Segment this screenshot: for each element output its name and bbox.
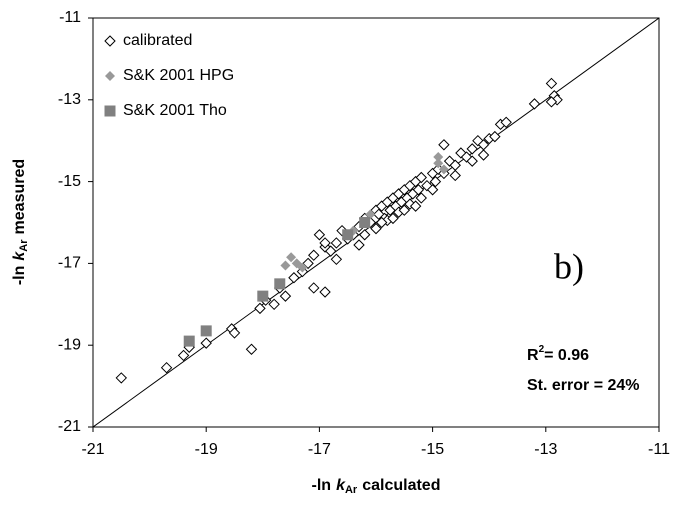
point: [274, 278, 286, 290]
point: [160, 361, 173, 374]
legend-label: S&K 2001 HPG: [123, 67, 234, 84]
x-title-suffix: calculated: [362, 477, 440, 494]
plot-area: [93, 18, 659, 427]
point: [313, 229, 326, 241]
x-tick-label: -17: [308, 441, 331, 458]
point: [319, 237, 331, 249]
point: [426, 184, 439, 196]
point: [365, 209, 376, 220]
y-title-prefix: -ln: [11, 266, 28, 286]
legend-label: calibrated: [123, 32, 192, 49]
point: [433, 158, 444, 169]
point: [466, 155, 478, 167]
point: [415, 171, 427, 184]
r2-sup: 2: [539, 344, 545, 355]
legend-marker: [104, 105, 116, 117]
point: [297, 262, 308, 273]
plot-frame: [92, 17, 660, 428]
point: [245, 343, 258, 355]
point: [254, 302, 266, 315]
point: [330, 237, 343, 249]
point: [330, 253, 343, 266]
point: [433, 152, 444, 163]
point: [200, 337, 212, 349]
point: [545, 96, 558, 108]
point: [375, 216, 388, 229]
point: [279, 290, 292, 302]
point: [409, 200, 422, 212]
point: [438, 139, 450, 151]
point: [325, 245, 337, 257]
point: [358, 229, 371, 241]
x-tick-label: -13: [534, 441, 557, 458]
point: [438, 164, 449, 175]
point: [286, 252, 297, 263]
point: [353, 239, 365, 251]
y-title-var: k: [11, 251, 28, 261]
legend-label: S&K 2001 Tho: [123, 102, 227, 119]
legend-marker: [104, 35, 116, 47]
x-title-sub: Ar: [345, 484, 358, 496]
point: [412, 184, 425, 196]
y-tick-label: -15: [58, 173, 81, 190]
y-tick-label: -13: [58, 91, 81, 108]
r2-rest: = 0.96: [544, 347, 589, 364]
point: [288, 272, 300, 284]
point: [387, 212, 399, 225]
point: [359, 217, 371, 228]
point: [257, 290, 269, 302]
legend-marker: [105, 71, 115, 81]
x-title-prefix: -ln: [312, 477, 332, 494]
error-annotation: St. error = 24%: [527, 377, 640, 394]
point: [342, 229, 354, 241]
point: [528, 98, 541, 110]
y-tick-label: -11: [59, 9, 81, 26]
r2-base: R: [527, 347, 539, 364]
point: [183, 335, 195, 347]
point: [308, 249, 320, 261]
y-tick-label: -21: [58, 418, 81, 435]
y-title-sub: Ar: [18, 239, 30, 252]
point: [415, 192, 427, 204]
y-axis-title: -ln kAr measured: [11, 159, 30, 285]
y-tick-label: -19: [58, 336, 81, 353]
point: [280, 260, 291, 271]
point: [500, 116, 512, 129]
point: [398, 204, 411, 216]
x-axis-title: -ln kAr calculated: [312, 477, 441, 496]
r2-annotation: R2= 0.96: [527, 344, 589, 365]
point: [449, 169, 461, 182]
x-title-var: k: [336, 477, 346, 494]
point: [228, 327, 241, 339]
point: [115, 372, 128, 384]
x-tick-label: -19: [195, 441, 218, 458]
point: [429, 175, 442, 188]
point: [477, 149, 490, 161]
point: [370, 222, 382, 235]
point: [200, 325, 212, 337]
x-tick-label: -15: [421, 441, 444, 458]
point: [268, 298, 280, 311]
point: [545, 77, 558, 90]
x-tick-label: -21: [81, 441, 104, 458]
point: [466, 143, 478, 155]
x-tick-label: -11: [648, 441, 670, 458]
y-title-suffix: measured: [11, 159, 28, 235]
point: [489, 130, 501, 143]
point: [177, 349, 190, 362]
panel-label: b): [554, 246, 584, 286]
point: [308, 282, 320, 294]
y-tick-label: -17: [58, 255, 81, 272]
point: [319, 286, 331, 298]
